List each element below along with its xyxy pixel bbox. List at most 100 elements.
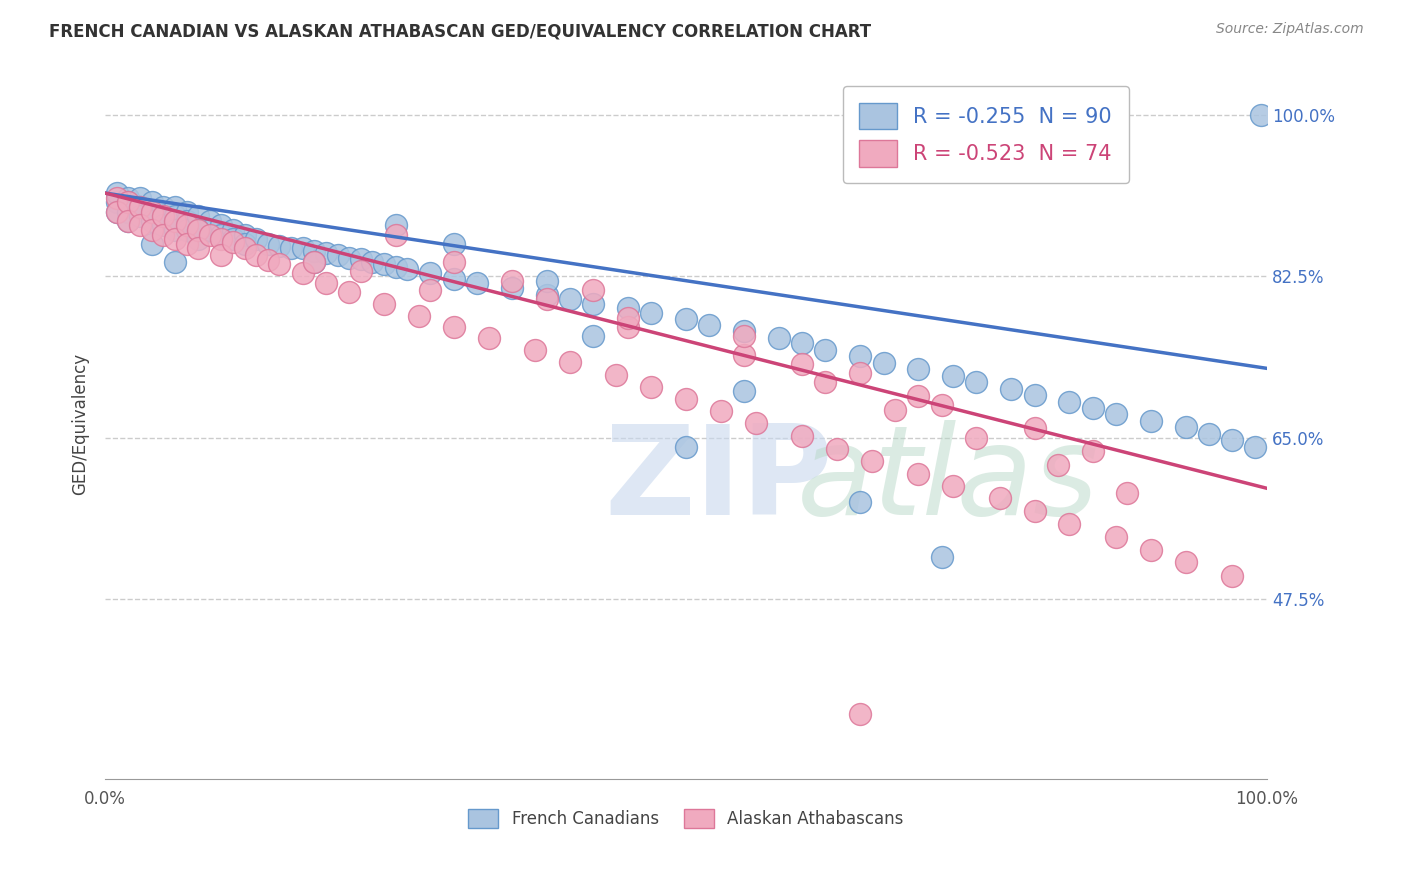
Point xyxy=(222,223,245,237)
Point xyxy=(419,283,441,297)
Point xyxy=(558,355,581,369)
Point xyxy=(152,209,174,223)
Point xyxy=(1059,394,1081,409)
Point xyxy=(966,431,988,445)
Point xyxy=(1059,517,1081,532)
Point xyxy=(105,191,128,205)
Point xyxy=(117,191,139,205)
Point xyxy=(792,357,814,371)
Point xyxy=(1105,530,1128,544)
Point xyxy=(558,292,581,306)
Point xyxy=(187,223,209,237)
Point xyxy=(1198,426,1220,441)
Point xyxy=(233,242,256,256)
Point xyxy=(384,219,406,233)
Point xyxy=(117,195,139,210)
Point xyxy=(209,227,232,242)
Point xyxy=(384,227,406,242)
Point xyxy=(443,255,465,269)
Text: atlas: atlas xyxy=(796,420,1098,541)
Point xyxy=(152,200,174,214)
Point xyxy=(117,213,139,227)
Point xyxy=(373,257,395,271)
Point xyxy=(884,403,907,417)
Point xyxy=(1000,382,1022,396)
Point xyxy=(233,236,256,251)
Point xyxy=(245,248,267,262)
Point xyxy=(966,375,988,389)
Point xyxy=(176,236,198,251)
Point xyxy=(198,227,221,242)
Point xyxy=(280,242,302,256)
Point xyxy=(117,195,139,210)
Point xyxy=(396,261,419,276)
Point xyxy=(326,248,349,262)
Point xyxy=(117,204,139,219)
Point xyxy=(350,264,373,278)
Point xyxy=(582,329,605,343)
Point xyxy=(733,347,755,361)
Point xyxy=(931,398,953,412)
Point xyxy=(163,209,186,223)
Text: Source: ZipAtlas.com: Source: ZipAtlas.com xyxy=(1216,22,1364,37)
Point xyxy=(141,223,163,237)
Point xyxy=(860,453,883,467)
Point xyxy=(582,297,605,311)
Point xyxy=(617,310,640,325)
Point xyxy=(337,285,360,299)
Point xyxy=(617,301,640,316)
Point xyxy=(814,375,837,389)
Point xyxy=(187,223,209,237)
Point xyxy=(209,248,232,262)
Point xyxy=(350,252,373,267)
Point xyxy=(304,255,326,269)
Point xyxy=(443,272,465,286)
Point xyxy=(337,251,360,265)
Point xyxy=(209,219,232,233)
Point xyxy=(872,356,894,370)
Point xyxy=(443,236,465,251)
Point xyxy=(792,428,814,442)
Point xyxy=(129,219,152,233)
Point xyxy=(222,232,245,246)
Point xyxy=(1081,444,1104,458)
Point xyxy=(617,319,640,334)
Point xyxy=(907,389,929,403)
Point xyxy=(1081,401,1104,415)
Point xyxy=(384,260,406,274)
Point xyxy=(141,236,163,251)
Point xyxy=(315,276,337,290)
Point xyxy=(129,200,152,214)
Point xyxy=(141,204,163,219)
Point xyxy=(733,329,755,343)
Point xyxy=(988,491,1011,506)
Point xyxy=(176,204,198,219)
Point xyxy=(419,266,441,280)
Legend: French Canadians, Alaskan Athabascans: French Canadians, Alaskan Athabascans xyxy=(461,802,910,835)
Point xyxy=(187,209,209,223)
Point xyxy=(245,232,267,246)
Point xyxy=(849,366,872,380)
Point xyxy=(710,404,733,418)
Point xyxy=(536,292,558,306)
Point xyxy=(233,227,256,242)
Point xyxy=(198,213,221,227)
Point xyxy=(105,204,128,219)
Point xyxy=(582,283,605,297)
Point xyxy=(163,255,186,269)
Point xyxy=(942,368,965,383)
Point xyxy=(675,392,697,406)
Point xyxy=(1024,421,1046,435)
Point xyxy=(1024,504,1046,518)
Point xyxy=(1220,434,1243,448)
Point xyxy=(675,312,697,326)
Point xyxy=(825,442,848,456)
Point xyxy=(1139,414,1161,428)
Point xyxy=(907,362,929,376)
Point xyxy=(141,195,163,210)
Point xyxy=(152,209,174,223)
Point xyxy=(1174,555,1197,569)
Point xyxy=(1220,569,1243,583)
Point xyxy=(269,257,291,271)
Point xyxy=(315,246,337,260)
